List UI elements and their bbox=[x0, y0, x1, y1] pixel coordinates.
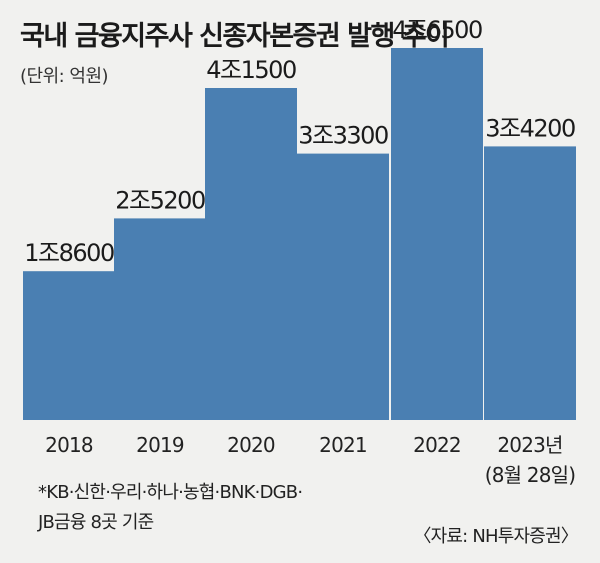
data-label-2020: 4조1500 bbox=[206, 56, 296, 84]
footnote-line-1: *KB·신한·우리·하나·농협·BNK·DGB· bbox=[38, 482, 303, 503]
bar-2023년 bbox=[484, 146, 576, 420]
x-tick-label-2018: 2018 bbox=[45, 433, 93, 457]
footnote-line-2: JB금융 8곳 기준 bbox=[38, 512, 154, 533]
bar-2019 bbox=[114, 218, 206, 420]
unit-label: (단위: 억원) bbox=[20, 66, 109, 87]
x-tick-label-2022: 2022 bbox=[413, 433, 461, 457]
source-label: 〈자료: NH투자증권〉 bbox=[413, 526, 578, 547]
x-tick-sublabel-2023년: (8월 28일) bbox=[485, 463, 576, 487]
data-label-2021: 3조3300 bbox=[298, 122, 388, 150]
data-label-2022: 4조6500 bbox=[392, 16, 482, 44]
x-tick-label-2023년: 2023년 bbox=[497, 433, 562, 457]
x-tick-label-2020: 2020 bbox=[227, 433, 275, 457]
bar-2020 bbox=[205, 88, 297, 420]
data-label-2023년: 3조4200 bbox=[485, 114, 575, 142]
chart-title: 국내 금융지주사 신종자본증권 발행 추이 bbox=[20, 21, 450, 52]
bar-2018 bbox=[23, 271, 115, 420]
x-tick-label-2021: 2021 bbox=[319, 433, 367, 457]
data-label-2018: 1조8600 bbox=[24, 239, 114, 267]
bar-2022 bbox=[391, 48, 483, 420]
bar-2021 bbox=[297, 153, 389, 420]
footnote: *KB·신한·우리·하나·농협·BNK·DGB· JB금융 8곳 기준 bbox=[38, 478, 303, 538]
data-label-2019: 2조5200 bbox=[115, 186, 205, 214]
x-tick-label-2019: 2019 bbox=[136, 433, 184, 457]
